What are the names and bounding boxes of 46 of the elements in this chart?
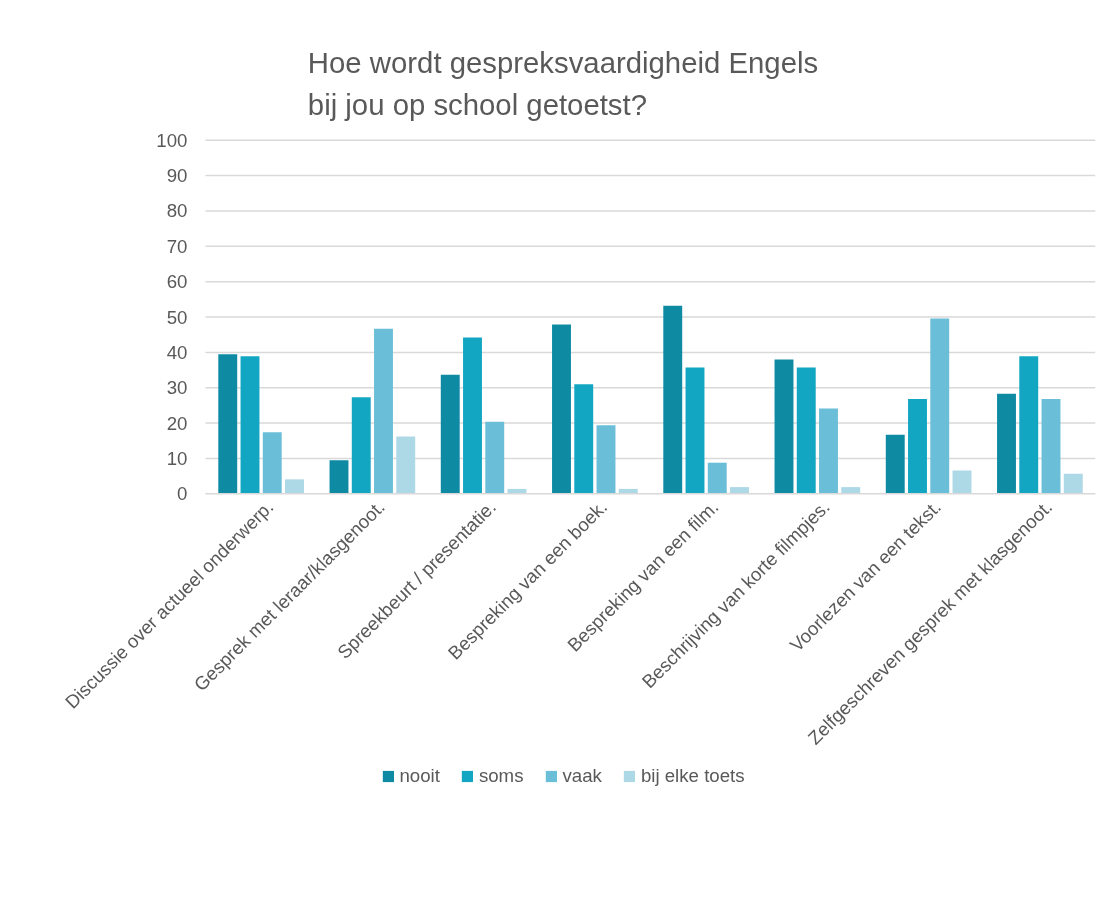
y-tick-label: 70 (166, 235, 188, 257)
y-tick-label: 0 (177, 483, 188, 505)
y-tick-label: 20 (166, 412, 188, 434)
bar (262, 432, 282, 494)
chart-title: Hoe wordt gespreksvaardigheid Engels bij jou op school getoetst? (307, 45, 819, 122)
bar (240, 356, 260, 494)
bar (1063, 473, 1083, 494)
bar (774, 359, 794, 494)
bar (952, 470, 972, 494)
y-tick-label: 80 (166, 200, 188, 222)
y-tick-label: 50 (166, 306, 188, 328)
bar (997, 393, 1016, 494)
bar (596, 425, 616, 494)
bar (285, 479, 304, 494)
bar (885, 434, 905, 494)
y-tick-label: 40 (166, 341, 188, 363)
bar (930, 318, 950, 494)
bar (574, 384, 594, 494)
legend-label: soms (478, 765, 524, 787)
bar (374, 328, 393, 494)
bar (218, 354, 238, 494)
bar (841, 487, 861, 494)
y-tick-label: 90 (166, 165, 188, 187)
legend-label: nooit (399, 765, 440, 787)
bar (707, 462, 727, 494)
bar (351, 397, 371, 494)
bar (663, 305, 683, 494)
bar (908, 399, 927, 494)
bar (485, 421, 505, 494)
bar (329, 460, 349, 494)
bar (440, 374, 460, 494)
bar (1041, 399, 1061, 494)
bar (552, 324, 571, 494)
bar (463, 337, 482, 494)
y-tick-label: 60 (166, 271, 188, 293)
bar (730, 487, 749, 494)
bar (819, 408, 838, 494)
bar (685, 367, 705, 494)
y-tick-label: 30 (166, 377, 188, 399)
bar (396, 436, 416, 494)
legend-label: vaak (562, 765, 602, 787)
y-tick-label: 100 (156, 129, 188, 151)
bar (1019, 356, 1039, 494)
legend-label: bij elke toets (640, 765, 745, 787)
y-tick-label: 10 (166, 447, 188, 469)
bar (796, 367, 816, 494)
